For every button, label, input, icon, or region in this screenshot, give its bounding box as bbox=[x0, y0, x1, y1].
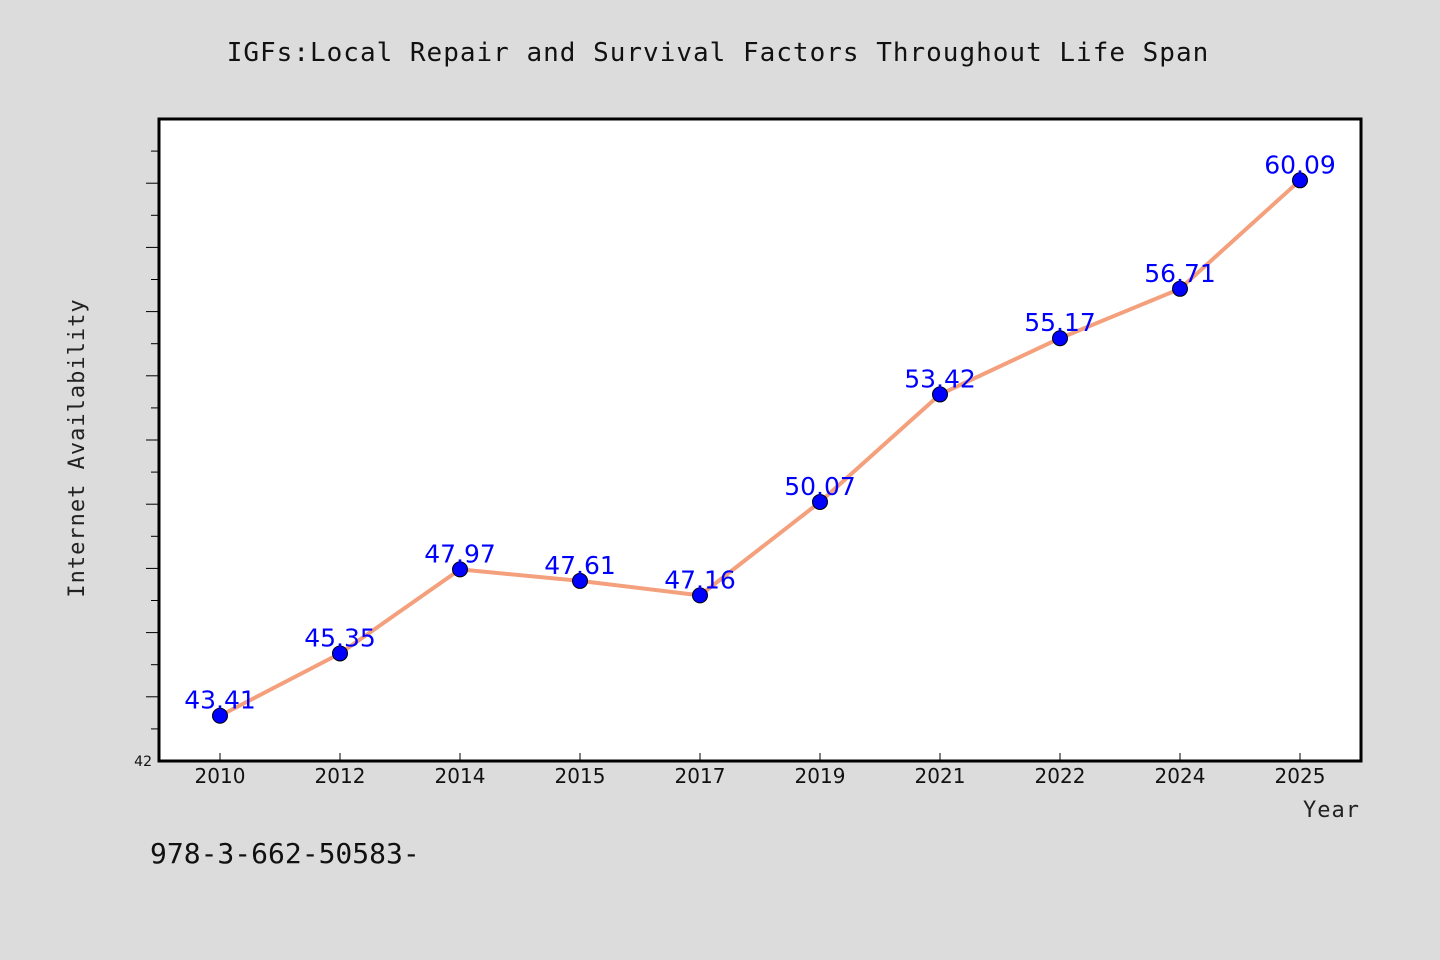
y-axis-label: Internet Availability bbox=[65, 298, 90, 597]
data-point bbox=[572, 572, 588, 589]
x-tick-label: 2021 bbox=[915, 764, 966, 788]
x-tick-label: 2017 bbox=[675, 764, 726, 788]
data-point bbox=[812, 493, 828, 510]
plot-area bbox=[157, 117, 1363, 763]
x-tick-label: 2024 bbox=[1155, 764, 1206, 788]
footer-isbn-text: 978-3-662-50583- bbox=[150, 837, 420, 870]
data-point bbox=[692, 587, 708, 604]
data-label: 50.07 bbox=[784, 472, 856, 501]
chart-title: IGFs:Local Repair and Survival Factors T… bbox=[227, 38, 1210, 68]
series-line bbox=[218, 178, 1302, 718]
data-label: 47.16 bbox=[664, 565, 736, 594]
data-point bbox=[1172, 280, 1188, 297]
x-tick-label: 2012 bbox=[315, 764, 366, 788]
markers-group bbox=[212, 172, 1308, 724]
x-tick-label: 2014 bbox=[435, 764, 486, 788]
data-point bbox=[332, 645, 348, 662]
data-label: 45.35 bbox=[304, 623, 376, 652]
data-label: 53.42 bbox=[904, 364, 976, 393]
x-tick-labels-group: 2010 2012 2014 2015 2017 2019 2021 2022 2024 2025 bbox=[195, 764, 1326, 788]
data-label: 43.41 bbox=[184, 686, 256, 715]
data-label: 60.09 bbox=[1264, 150, 1336, 179]
data-point bbox=[1292, 172, 1308, 189]
data-label: 47.61 bbox=[544, 551, 616, 580]
x-tick-label: 2010 bbox=[195, 764, 246, 788]
data-point bbox=[212, 707, 228, 724]
data-label: 47.97 bbox=[424, 539, 496, 568]
x-axis-ticks bbox=[219, 753, 1301, 761]
data-labels-group: 43.41 45.35 47.97 47.61 47.16 50.07 53.42 55.17… bbox=[184, 150, 1336, 714]
data-point bbox=[932, 386, 948, 403]
x-tick-label: 2025 bbox=[1275, 764, 1326, 788]
data-label: 55.17 bbox=[1024, 308, 1096, 337]
x-tick-label: 2015 bbox=[555, 764, 606, 788]
x-tick-label: 2019 bbox=[795, 764, 846, 788]
data-label: 56.71 bbox=[1144, 259, 1216, 288]
data-point bbox=[452, 561, 468, 578]
y-tick-label-min: 42 bbox=[134, 754, 152, 770]
x-axis-label: Year bbox=[1303, 798, 1360, 823]
series-line-group bbox=[218, 178, 1302, 718]
y-axis-ticks bbox=[146, 150, 159, 730]
data-point bbox=[1052, 330, 1068, 347]
x-tick-label: 2022 bbox=[1035, 764, 1086, 788]
